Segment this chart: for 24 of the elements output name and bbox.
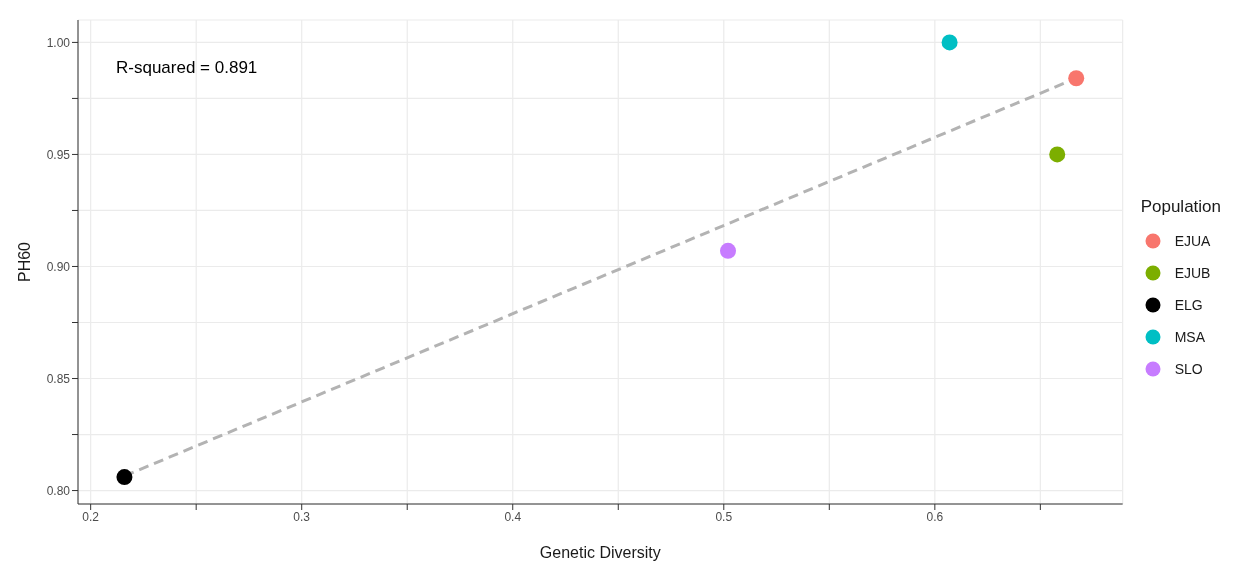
x-tick-label: 0.3 (293, 509, 311, 524)
legend-title: Population (1140, 197, 1221, 217)
point (720, 242, 737, 259)
x-tick-label: 0.4 (504, 509, 522, 524)
x-tick-label: 0.5 (715, 509, 733, 524)
legend-label: EJUA (1174, 233, 1211, 249)
legend-label: EJUB (1174, 265, 1211, 281)
point (941, 34, 958, 51)
legend-label: SLO (1174, 361, 1203, 377)
annotation: R-squared = 0.891 (116, 58, 258, 78)
point (1068, 70, 1085, 87)
y-tick-label: 0.80 (46, 483, 71, 498)
legend-label: MSA (1174, 329, 1205, 345)
y-tick-label: 0.95 (46, 147, 71, 162)
y-tick-label: 0.85 (46, 371, 71, 386)
point (116, 469, 133, 486)
y-tick-label: 0.90 (46, 259, 71, 274)
legend-label: ELG (1174, 297, 1203, 313)
x-tick-label: 0.2 (82, 509, 100, 524)
y-tick-label: 1.00 (46, 35, 71, 50)
x-tick-label: 0.6 (926, 509, 944, 524)
x-axis-title: Genetic Diversity (539, 544, 661, 561)
y-axis-title: PH60 (15, 241, 33, 283)
point (1049, 146, 1066, 163)
